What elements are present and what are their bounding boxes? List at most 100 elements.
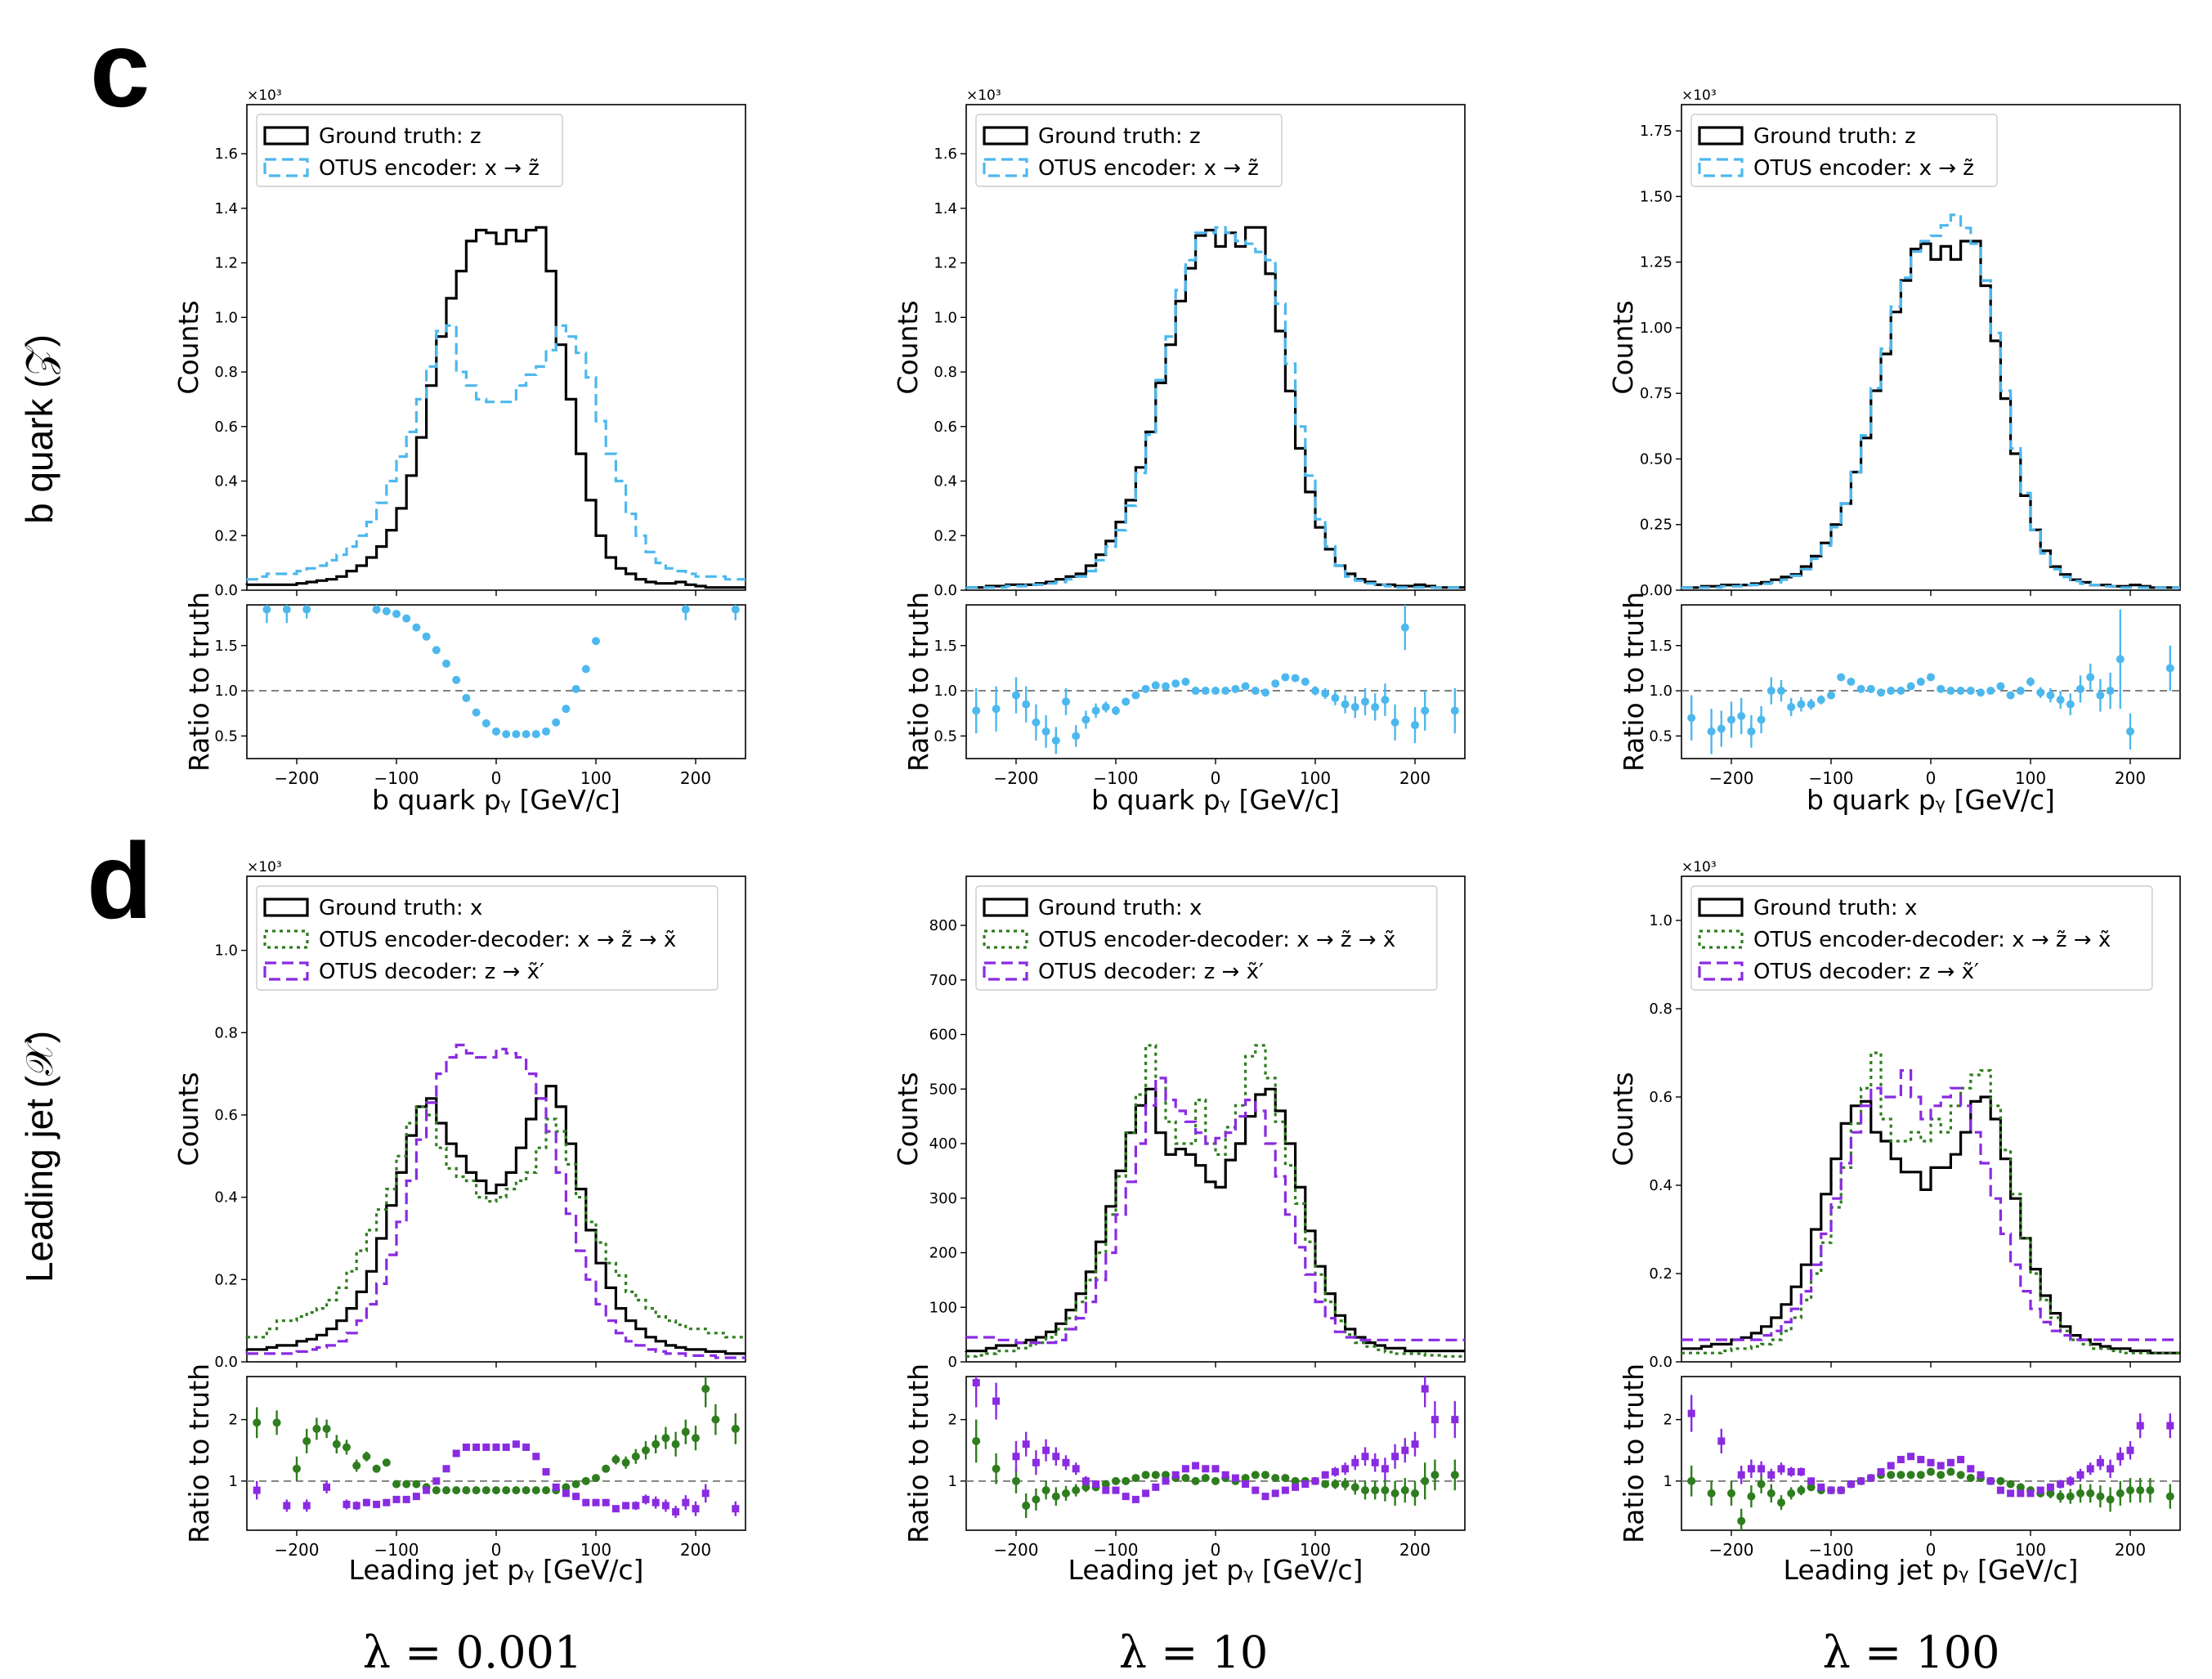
y-tick-label: 1.4 <box>214 200 238 217</box>
ratio-point-decoder <box>492 1443 500 1451</box>
ratio-point-decoder <box>1421 1385 1429 1393</box>
ratio-point-decoder <box>1202 1465 1210 1473</box>
ratio-point-enc_dec <box>2106 1495 2115 1504</box>
ratio-point-decoder <box>542 1468 550 1476</box>
ratio-point-encoder <box>1887 687 1896 696</box>
ratio-point-decoder <box>1986 1477 1995 1485</box>
ratio-point-encoder <box>1937 684 1946 693</box>
ratio-point-enc_dec <box>1887 1471 1896 1480</box>
ratio-point-enc_dec <box>571 1480 580 1489</box>
ratio-point-encoder <box>2026 678 2035 686</box>
ratio-point-encoder <box>1361 697 1369 706</box>
ratio-point-encoder <box>1411 721 1419 730</box>
x-tick-label: −100 <box>374 1540 419 1560</box>
legend-box <box>975 885 1438 991</box>
ratio-point-enc_dec <box>692 1434 700 1443</box>
ratio-point-decoder <box>1807 1477 1816 1485</box>
ratio-point-encoder <box>552 718 561 727</box>
x-tick-label: 200 <box>680 1540 711 1560</box>
ratio-point-enc_dec <box>2086 1489 2095 1498</box>
ratio-point-decoder <box>502 1443 510 1451</box>
ratio-point-enc_dec <box>2165 1492 2174 1501</box>
ratio-point-decoder <box>1192 1462 1200 1470</box>
ratio-point-decoder <box>2096 1458 2104 1466</box>
ratio-point-encoder <box>1041 727 1050 736</box>
ratio-point-enc_dec <box>611 1455 620 1464</box>
row-label-b-quark: b quark (𝒵) <box>18 334 60 524</box>
ratio-point-enc_dec <box>581 1476 590 1485</box>
ratio-point-encoder <box>1450 706 1459 715</box>
ratio-point-enc_dec <box>1261 1471 1269 1480</box>
ratio-point-decoder <box>2086 1465 2094 1473</box>
x-tick-label: −200 <box>1709 768 1754 788</box>
ratio-point-decoder <box>1211 1465 1220 1473</box>
ratio-point-encoder <box>1012 691 1020 700</box>
ratio-point-encoder <box>1311 687 1319 696</box>
ratio-point-encoder <box>1271 679 1280 688</box>
ratio-point-encoder <box>1022 700 1031 709</box>
ratio-axes-frame <box>246 1376 746 1531</box>
ratio-point-enc_dec <box>343 1443 351 1452</box>
ratio-point-enc_dec <box>592 1474 600 1483</box>
ratio-point-decoder <box>1062 1458 1070 1466</box>
ratio-point-decoder <box>632 1502 640 1510</box>
legend-swatch-encoder <box>263 158 309 177</box>
x-tick-label: 0 <box>1926 768 1937 788</box>
ratio-point-decoder <box>1917 1456 1925 1464</box>
ratio-point-decoder <box>1112 1486 1120 1494</box>
ratio-y-tick-label: 1 <box>1663 1473 1672 1490</box>
ratio-point-enc_dec <box>1956 1471 1965 1480</box>
y-tick-label: 0.0 <box>1649 1354 1672 1371</box>
ratio-point-enc_dec <box>1906 1471 1915 1480</box>
y-tick-label: 1.50 <box>1640 188 1672 205</box>
ratio-point-decoder <box>2007 1489 2015 1498</box>
x-tick-label: 100 <box>580 768 611 788</box>
x-tick-label: 200 <box>2115 1540 2146 1560</box>
x-tick-label: 100 <box>580 1540 611 1560</box>
ratio-point-encoder <box>1101 702 1110 711</box>
ratio-point-encoder <box>1032 718 1041 727</box>
ratio-point-decoder <box>1142 1489 1150 1498</box>
ratio-point-decoder <box>1827 1486 1835 1494</box>
column-label-lambda-100: λ = 100 <box>1823 1627 2000 1678</box>
ratio-point-decoder <box>452 1449 460 1457</box>
ratio-point-decoder <box>1877 1468 1885 1476</box>
y-tick-label: 0.50 <box>1640 450 1672 468</box>
ratio-point-decoder <box>2166 1422 2174 1430</box>
legend-label-truth: Ground truth: x <box>1038 896 1202 920</box>
ratio-point-decoder <box>1391 1453 1399 1461</box>
ratio-point-enc_dec <box>1946 1467 1955 1476</box>
legend-box <box>1690 114 1998 187</box>
ratio-point-enc_dec <box>1072 1486 1081 1495</box>
legend-label-enc_dec: OTUS encoder-decoder: x → z̃ → x̃ <box>319 928 676 952</box>
legend-label-encoder: OTUS encoder: x → z̃ <box>1753 156 1974 181</box>
ratio-point-encoder <box>731 605 740 614</box>
ratio-point-enc_dec <box>2126 1486 2134 1495</box>
ratio-point-enc_dec <box>1251 1471 1260 1480</box>
ratio-point-decoder <box>1331 1468 1339 1476</box>
ratio-point-decoder <box>2046 1483 2054 1491</box>
x-tick-label: −100 <box>1809 1540 1854 1560</box>
y-tick-label: 0.4 <box>214 1189 238 1207</box>
ratio-point-decoder <box>992 1397 1001 1405</box>
ratio-point-encoder <box>481 719 490 728</box>
ratio-point-encoder <box>1381 696 1390 705</box>
ratio-point-decoder <box>2036 1486 2044 1494</box>
ratio-point-encoder <box>2056 696 2065 705</box>
y-tick-label: 100 <box>929 1299 957 1316</box>
ratio-point-encoder <box>2126 727 2134 736</box>
panel-letter-c: c <box>90 9 150 129</box>
chart-panel-d-2: 0 100 200 300 400 500 600 700 800 Counts Ground tr… <box>892 875 1466 1586</box>
histogram-enc_dec <box>247 1105 746 1339</box>
ratio-point-encoder <box>1946 687 1955 696</box>
ratio-point-decoder <box>462 1443 470 1451</box>
y-tick-label: 0.6 <box>214 419 238 436</box>
ratio-point-enc_dec <box>1361 1486 1369 1495</box>
ratio-point-encoder <box>542 727 550 736</box>
ratio-point-encoder <box>2076 684 2084 693</box>
y-multiplier: ×10³ <box>247 859 282 875</box>
ratio-point-decoder <box>1231 1474 1239 1482</box>
legend-label-encoder: OTUS encoder: x → z̃ <box>319 156 540 181</box>
y-tick-label: 200 <box>929 1245 957 1262</box>
ratio-point-enc_dec <box>1927 1467 1935 1476</box>
